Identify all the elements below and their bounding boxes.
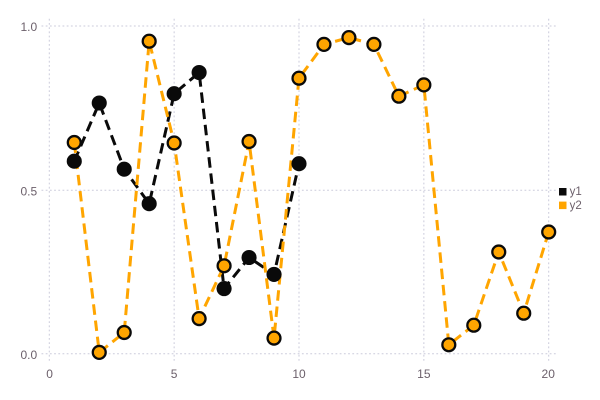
svg-text:0: 0 xyxy=(46,367,53,381)
svg-text:5: 5 xyxy=(171,367,178,381)
svg-text:0.5: 0.5 xyxy=(21,184,38,198)
svg-text:0.0: 0.0 xyxy=(21,348,38,362)
svg-text:1.0: 1.0 xyxy=(21,20,38,34)
svg-text:15: 15 xyxy=(417,367,431,381)
svg-text:20: 20 xyxy=(542,367,556,381)
svg-text:10: 10 xyxy=(292,367,306,381)
svg-text:y2: y2 xyxy=(570,200,582,212)
svg-text:y1: y1 xyxy=(570,186,582,198)
